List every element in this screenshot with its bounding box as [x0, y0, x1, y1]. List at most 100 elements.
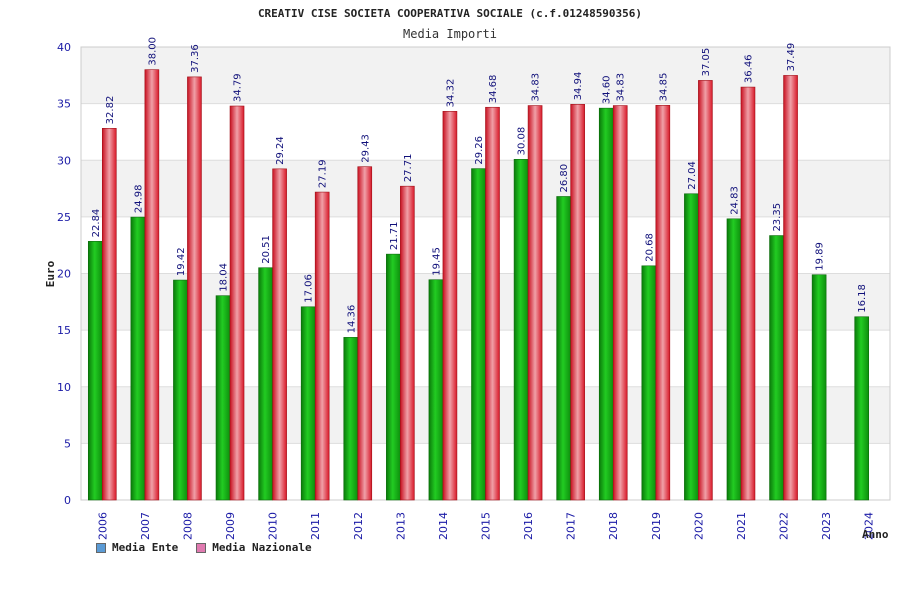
value-label-media-nazionale: 34.79	[233, 73, 244, 102]
value-label-media-ente: 20.51	[261, 235, 272, 264]
bar-media-ente	[854, 316, 870, 501]
value-labels: 22.84 32.82 24.98 38.00 19.42 37.36 18.04 34.79…	[91, 37, 868, 333]
bar-media-nazionale	[783, 75, 798, 501]
legend: Media Ente Media Nazionale	[96, 541, 312, 554]
value-label-media-ente: 19.45	[431, 247, 442, 276]
value-label-media-ente: 26.80	[559, 164, 570, 193]
bar-media-ente	[258, 267, 273, 501]
value-label-media-ente: 19.89	[815, 242, 826, 271]
x-tick-label: 2022	[778, 512, 791, 540]
bar-media-nazionale	[698, 80, 713, 501]
bar-media-nazionale	[442, 111, 458, 501]
bar-media-ente	[641, 265, 657, 501]
x-tick-label: 2017	[565, 512, 578, 540]
x-tick-label: 2024	[863, 512, 876, 540]
value-label-media-nazionale: 32.82	[105, 96, 116, 125]
value-label-media-nazionale: 27.19	[318, 159, 329, 188]
value-label-media-nazionale: 38.00	[147, 37, 158, 66]
value-label-media-nazionale: 37.49	[786, 43, 797, 72]
bar-media-nazionale	[612, 105, 628, 501]
x-axis-label: Anno	[862, 528, 889, 541]
value-label-media-ente: 19.42	[176, 247, 187, 276]
x-tick-label: 2018	[607, 512, 620, 540]
y-tick-label: 35	[57, 98, 71, 111]
value-label-media-nazionale: 34.32	[445, 79, 456, 108]
value-label-media-nazionale: 29.24	[275, 136, 286, 165]
x-tick-label: 2012	[352, 512, 365, 540]
x-tick-label: 2021	[735, 512, 748, 540]
value-label-media-ente: 34.60	[602, 76, 613, 105]
y-axis-ticks: 0 5 10 15 20 25 30 35 40	[57, 41, 71, 507]
value-label-media-ente: 21.71	[389, 221, 400, 250]
bar-media-nazionale	[314, 191, 330, 501]
x-tick-label: 2011	[309, 512, 322, 540]
bar-media-nazionale	[144, 69, 160, 501]
value-label-media-ente: 24.83	[729, 186, 740, 215]
value-label-media-ente: 17.06	[304, 274, 315, 303]
bar-media-ente	[811, 274, 827, 501]
bar-media-ente	[556, 196, 571, 501]
bar-media-ente	[726, 218, 742, 501]
value-label-media-nazionale: 34.68	[488, 75, 499, 104]
bar-media-nazionale	[229, 105, 245, 501]
value-label-media-nazionale: 36.46	[743, 54, 754, 83]
bar-media-ente	[173, 279, 188, 501]
bar-media-ente	[300, 306, 316, 501]
value-label-media-ente: 23.35	[772, 203, 783, 232]
y-tick-label: 5	[64, 437, 71, 450]
bar-media-ente	[343, 337, 359, 501]
bar-media-ente	[428, 279, 444, 501]
y-tick-label: 25	[57, 211, 71, 224]
y-axis-label: Euro	[44, 260, 57, 287]
bar-media-ente	[684, 193, 699, 501]
y-tick-label: 40	[57, 41, 71, 54]
legend-swatch-media-nazionale	[196, 542, 207, 553]
bar-media-ente	[471, 168, 486, 501]
bar-media-nazionale	[485, 106, 500, 501]
value-label-media-ente: 30.08	[517, 127, 528, 156]
x-tick-label: 2008	[181, 512, 194, 540]
x-axis-ticks: 2006 2007 2008 2009 2010 2011 2012 2013 2014 2015…	[96, 512, 875, 540]
value-label-media-nazionale: 37.05	[701, 48, 712, 77]
legend-label-media-nazionale: Media Nazionale	[212, 541, 312, 554]
plot-band	[81, 47, 890, 104]
bar-media-ente	[513, 159, 529, 501]
bar-media-nazionale	[570, 104, 585, 501]
value-label-media-ente: 24.98	[133, 184, 144, 213]
bar-media-nazionale	[187, 76, 202, 501]
x-tick-label: 2007	[139, 512, 152, 540]
legend-item-media-ente: Media Ente	[96, 541, 178, 554]
y-tick-label: 15	[57, 324, 71, 337]
bar-media-nazionale	[101, 128, 117, 501]
value-label-media-ente: 22.84	[91, 209, 102, 238]
x-tick-label: 2023	[820, 512, 833, 540]
x-tick-label: 2010	[267, 512, 280, 540]
y-tick-label: 0	[64, 494, 71, 507]
legend-swatch-media-ente	[96, 542, 106, 553]
value-label-media-ente: 29.26	[474, 136, 485, 165]
bar-media-nazionale	[400, 185, 415, 501]
y-tick-label: 10	[57, 381, 71, 394]
legend-label-media-ente: Media Ente	[112, 541, 179, 554]
value-label-media-nazionale: 34.83	[531, 73, 542, 102]
value-label-media-nazionale: 27.71	[403, 154, 414, 183]
x-tick-label: 2020	[692, 512, 705, 540]
value-label-media-ente: 14.36	[346, 305, 357, 334]
value-label-media-nazionale: 37.36	[190, 44, 201, 73]
value-label-media-nazionale: 34.85	[658, 73, 669, 102]
value-label-media-ente: 20.68	[644, 233, 655, 262]
value-label-media-nazionale: 34.94	[573, 72, 584, 101]
x-tick-label: 2015	[480, 512, 493, 540]
x-tick-label: 2014	[437, 512, 450, 540]
bar-media-nazionale	[272, 168, 287, 501]
value-label-media-ente: 27.04	[687, 161, 698, 190]
bar-media-nazionale	[357, 166, 373, 501]
x-tick-label: 2019	[650, 512, 663, 540]
chart-subtitle: Media Importi	[403, 27, 497, 41]
bar-media-ente	[87, 241, 103, 501]
value-label-media-ente: 18.04	[219, 263, 230, 292]
bar-media-nazionale	[527, 105, 543, 501]
value-label-media-ente: 16.18	[857, 284, 868, 313]
x-tick-label: 2006	[96, 512, 109, 540]
